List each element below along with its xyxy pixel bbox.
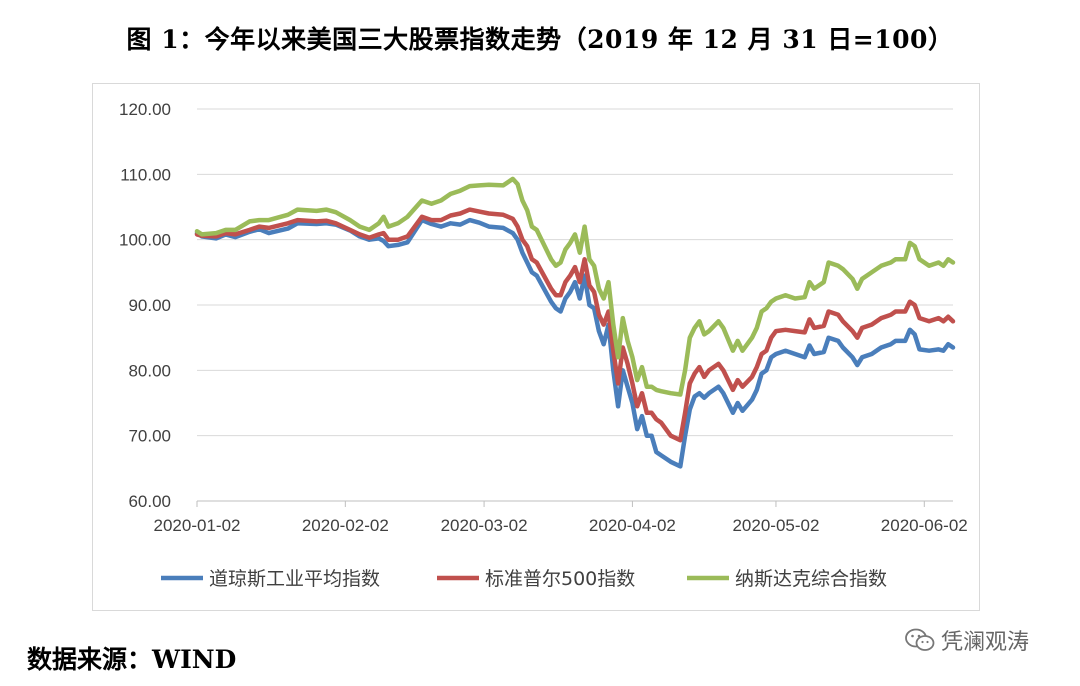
chart-frame: 60.00 70.00 80.00 90.00 100.00 110.00 120.00 2… bbox=[92, 83, 980, 611]
series-line bbox=[194, 207, 956, 443]
grid-layer bbox=[197, 108, 953, 502]
y-axis: 60.00 70.00 80.00 90.00 100.00 110.00 120.00 bbox=[119, 100, 171, 511]
x-tick-label: 2020-04-02 bbox=[589, 516, 676, 535]
x-tick-label: 2020-03-02 bbox=[441, 516, 528, 535]
series-layer bbox=[194, 176, 956, 469]
watermark-text: 凭澜观涛 bbox=[941, 630, 1030, 655]
y-tick-label: 80.00 bbox=[128, 361, 171, 380]
source-note: 数据来源：WIND bbox=[27, 645, 237, 674]
y-tick-label: 90.00 bbox=[128, 296, 171, 315]
legend-label: 道琼斯工业平均指数 bbox=[209, 568, 380, 590]
y-tick-label: 60.00 bbox=[128, 492, 171, 511]
watermark: 凭澜观涛 bbox=[905, 624, 1029, 656]
line-chart: 60.00 70.00 80.00 90.00 100.00 110.00 120.00 2… bbox=[119, 100, 968, 590]
x-tick-label: 2020-06-02 bbox=[881, 516, 968, 535]
x-tick-label: 2020-01-02 bbox=[154, 516, 241, 535]
chart-title: 图 1：今年以来美国三大股票指数走势（2019 年 12 月 31 日=100） bbox=[126, 25, 954, 54]
y-tick-label: 100.00 bbox=[119, 231, 171, 250]
legend-label: 纳斯达克综合指数 bbox=[735, 568, 887, 590]
y-tick-label: 120.00 bbox=[119, 100, 171, 119]
series-line bbox=[194, 217, 956, 469]
y-tick-label: 70.00 bbox=[128, 427, 171, 446]
x-tick-label: 2020-02-02 bbox=[302, 516, 389, 535]
x-axis: 2020-01-02 2020-02-02 2020-03-02 2020-04-02… bbox=[154, 500, 968, 535]
legend-label: 标准普尔500指数 bbox=[485, 568, 635, 590]
y-tick-label: 110.00 bbox=[120, 165, 171, 184]
series-line bbox=[194, 176, 956, 397]
legend: 道琼斯工业平均指数 标准普尔500指数 纳斯达克综合指数 bbox=[161, 568, 887, 590]
x-tick-label: 2020-05-02 bbox=[732, 516, 819, 535]
wechat-icon bbox=[905, 628, 935, 651]
